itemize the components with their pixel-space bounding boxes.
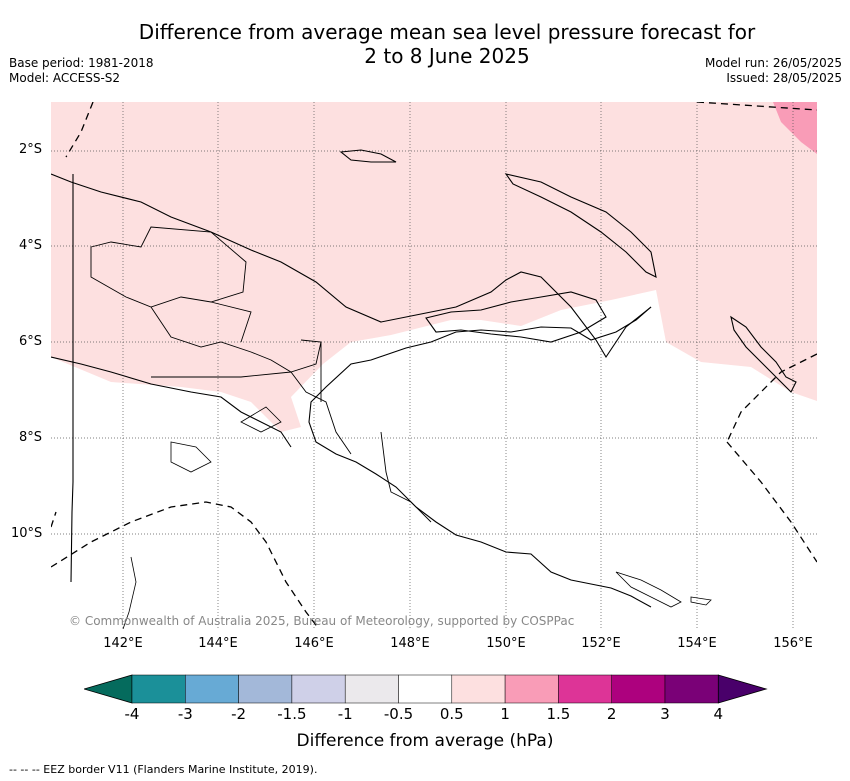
gridlines: [51, 102, 817, 629]
colorbar-segment: [504, 674, 559, 704]
colorbar: [84, 674, 768, 704]
bougainville-island: [730, 315, 797, 393]
torres-strait-islands: [122, 441, 212, 629]
colorbar-segment: [558, 674, 612, 704]
title-line-2: 2 to 8 June 2025: [364, 44, 530, 68]
lon-label-156e: 156°E: [773, 636, 813, 651]
colorbar-tick-label: -1.5: [277, 705, 307, 723]
colorbar-tick-label: 0.5: [439, 705, 464, 723]
model-name: Model: ACCESS-S2: [9, 71, 121, 85]
lat-label-8s: 8°S: [19, 430, 43, 445]
lat-label-2s: 2°S: [19, 142, 43, 157]
colorbar-segment: [238, 674, 293, 704]
lat-label-6s: 6°S: [19, 334, 43, 349]
colorbar-segment: [291, 674, 346, 704]
colorbar-tick-label: -2: [231, 705, 247, 723]
lon-label-148e: 148°E: [390, 636, 430, 651]
colorbar-extend-low: [84, 674, 133, 704]
lat-label-4s: 4°S: [19, 238, 43, 253]
colorbar-segment: [344, 674, 399, 704]
anomaly-region-1-1p5: [773, 102, 817, 154]
provincial-borders: [90, 226, 432, 523]
base-period: Base period: 1981-2018: [9, 56, 154, 70]
southern-islands: [240, 406, 712, 608]
chart-title: Difference from average mean sea level p…: [0, 20, 850, 68]
colorbar-tick-label: 1: [500, 705, 510, 723]
colorbar-segments: [84, 674, 768, 704]
colorbar-tick-label: -0.5: [383, 705, 414, 723]
lon-label-146e: 146°E: [294, 636, 334, 651]
colorbar-segment: [451, 674, 506, 704]
colorbar-segment: [185, 674, 239, 704]
map-panel: [51, 102, 817, 629]
lon-label-142e: 142°E: [103, 636, 143, 651]
colorbar-title: Difference from average (hPa): [296, 731, 554, 751]
lon-label-152e: 152°E: [581, 636, 621, 651]
colorbar-segment: [664, 674, 719, 704]
coastlines: [51, 149, 797, 629]
colorbar-segment: [131, 674, 186, 704]
papuan-peninsula-coast: [308, 306, 652, 608]
issued-date: Issued: 28/05/2025: [726, 71, 842, 85]
colorbar-tick-label: -1: [337, 705, 353, 723]
colorbar-tick-label: 2: [606, 705, 617, 723]
colorbar-tick-label: 1.5: [546, 705, 571, 723]
eez-borders: [51, 102, 817, 629]
lon-label-150e: 150°E: [486, 636, 526, 651]
colorbar-tick-label: -4: [124, 705, 140, 723]
meta-left: Base period: 1981-2018 Model: ACCESS-S2: [9, 56, 154, 86]
title-line-1: Difference from average mean sea level p…: [138, 20, 756, 44]
manus-island: [339, 149, 397, 163]
png-border: [70, 174, 74, 583]
model-run: Model run: 26/05/2025: [704, 56, 842, 70]
lat-label-10s: 10°S: [11, 526, 43, 541]
colorbar-tick-label: -3: [177, 705, 193, 723]
colorbar-extend-high: [717, 674, 768, 704]
new-ireland-island: [504, 173, 657, 278]
new-guinea-north-coast: [51, 173, 652, 359]
lon-label-144e: 144°E: [198, 636, 238, 651]
colorbar-tick-label: 4: [713, 705, 724, 723]
lon-label-154e: 154°E: [677, 636, 717, 651]
meta-right: Model run: 26/05/2025 Issued: 28/05/2025: [705, 56, 842, 86]
colorbar-segment: [398, 674, 453, 704]
new-britain-island: [425, 291, 607, 343]
colorbar-tick-label: 3: [660, 705, 670, 723]
copyright-notice: © Commonwealth of Australia 2025, Bureau…: [69, 614, 575, 628]
colorbar-segment: [611, 674, 666, 704]
eez-legend-note: -- -- -- EEZ border V11 (Flanders Marine…: [9, 763, 318, 776]
